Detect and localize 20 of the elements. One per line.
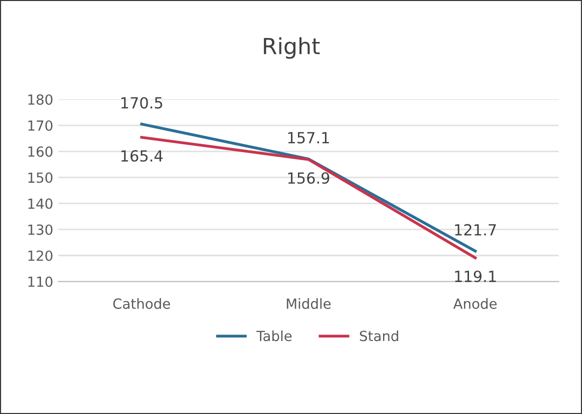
y-tick-label: 120 — [28, 250, 52, 261]
x-tick-label: Anode — [453, 298, 497, 309]
y-tick-label: 110 — [28, 276, 52, 287]
data-label: 156.9 — [288, 172, 330, 184]
data-label: 157.1 — [288, 132, 329, 144]
chart-title: Right — [264, 37, 320, 59]
legend-label: Stand — [360, 330, 398, 342]
data-label: 165.4 — [121, 150, 163, 162]
x-tick-label: Middle — [286, 298, 331, 309]
y-tick-label: 180 — [28, 94, 52, 105]
y-tick-label: 160 — [28, 146, 52, 157]
y-tick-label: 130 — [28, 224, 52, 235]
y-tick-label: 140 — [28, 198, 52, 209]
data-label: 170.5 — [121, 97, 162, 109]
data-label: 119.1 — [455, 270, 496, 282]
data-label: 121.7 — [455, 224, 496, 236]
y-tick-label: 150 — [28, 172, 52, 183]
legend-label: Table — [256, 330, 292, 342]
x-tick-label: Cathode — [113, 298, 170, 309]
y-tick-label: 170 — [28, 120, 52, 131]
